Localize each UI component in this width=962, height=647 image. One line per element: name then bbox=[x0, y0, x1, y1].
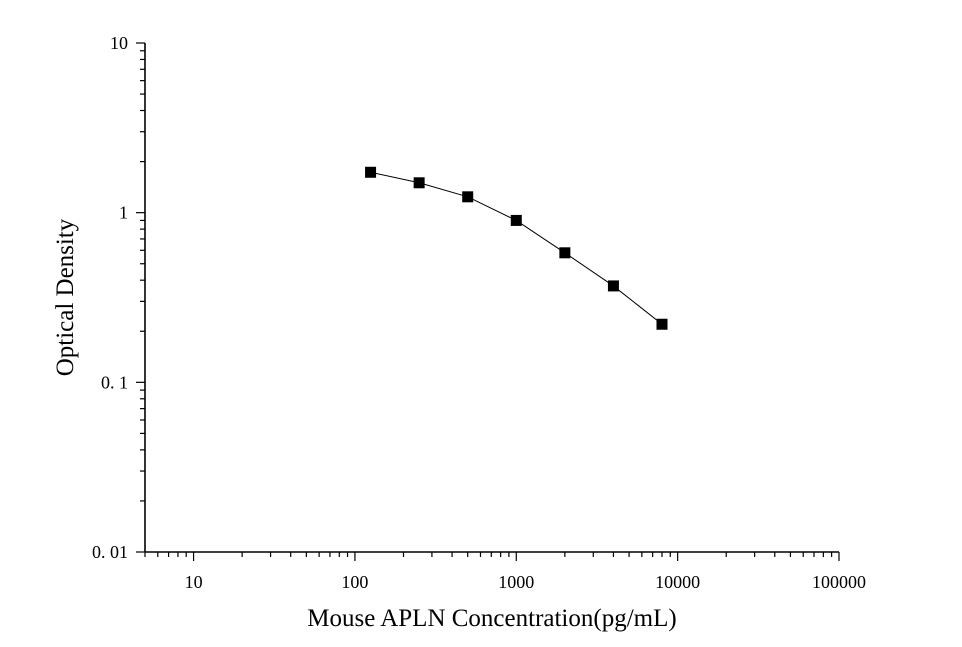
y-tick-label: 1 bbox=[119, 203, 128, 223]
data-point bbox=[656, 318, 668, 330]
x-tick-label: 10000 bbox=[655, 572, 700, 592]
data-point bbox=[462, 191, 474, 203]
y-tick-label: 0. 01 bbox=[92, 542, 128, 562]
data-point bbox=[510, 214, 522, 226]
series bbox=[365, 166, 668, 330]
y-axis-title: Optical Density bbox=[52, 218, 79, 376]
x-tick-label: 10 bbox=[185, 572, 203, 592]
x-axis-title: Mouse APLN Concentration(pg/mL) bbox=[307, 605, 676, 632]
y-tick-label: 0. 1 bbox=[101, 372, 128, 392]
data-point bbox=[365, 166, 377, 178]
data-point bbox=[607, 280, 619, 292]
ticks bbox=[136, 42, 840, 561]
data-point bbox=[413, 177, 425, 189]
y-tick-label: 10 bbox=[110, 33, 128, 53]
x-tick-label: 100000 bbox=[812, 572, 866, 592]
x-tick-label: 100 bbox=[341, 572, 368, 592]
tick-labels: 10 100 1000 10000 100000 10 1 0. 1 0. 01 bbox=[92, 33, 866, 592]
x-tick-label: 1000 bbox=[498, 572, 534, 592]
data-point bbox=[559, 247, 571, 259]
axes bbox=[144, 43, 839, 553]
series-line bbox=[370, 171, 663, 325]
